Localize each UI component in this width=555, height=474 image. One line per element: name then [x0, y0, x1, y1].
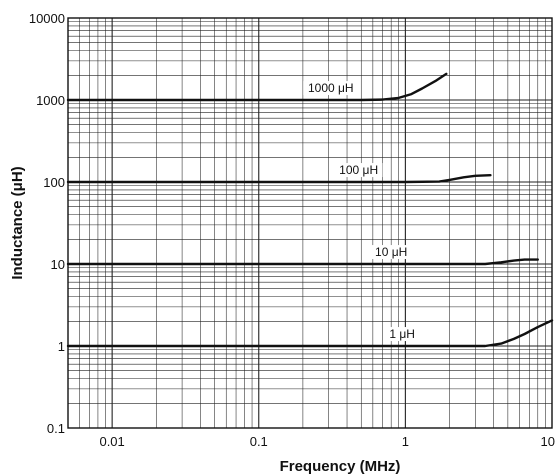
x-tick-label: 10: [541, 434, 555, 449]
y-tick-label: 1000: [36, 93, 65, 108]
y-tick-label: 10000: [29, 11, 65, 26]
series-group: [66, 72, 554, 348]
curve-label: 100 μH: [339, 163, 378, 177]
x-tick-label: 0.1: [250, 434, 268, 449]
curve-label-bg: [334, 163, 383, 178]
y-tick-label: 0.1: [47, 421, 65, 436]
curve-label: 10 μH: [375, 245, 407, 259]
y-tick-label: 1: [58, 339, 65, 354]
grid: [67, 18, 552, 429]
plot-frame: [67, 17, 553, 429]
plot-border: [67, 17, 553, 429]
series-line-2: [66, 258, 539, 266]
x-axis-label: Frequency (MHz): [280, 458, 401, 474]
series-line-1: [66, 174, 492, 184]
x-tick-labels: 0.01 0.1 1 10: [99, 434, 555, 449]
curve-label-bg: [370, 245, 412, 260]
y-tick-labels: 0.1 1 10 100 1000 10000: [29, 11, 65, 436]
curve-label-bg: [303, 81, 359, 96]
curve-label-bg: [385, 327, 420, 342]
series-line-3: [66, 319, 554, 348]
x-tick-label: 1: [402, 434, 409, 449]
curve-labels: 1000 μH 100 μH 10 μH 1 μH: [303, 81, 420, 342]
y-tick-label: 100: [43, 175, 65, 190]
x-tick-label: 0.01: [99, 434, 124, 449]
y-axis-label: Inductance (μH): [9, 166, 26, 279]
curve-label: 1 μH: [389, 327, 415, 341]
y-tick-label: 10: [51, 257, 65, 272]
series-line-0: [66, 72, 448, 102]
curve-label: 1000 μH: [308, 81, 354, 95]
